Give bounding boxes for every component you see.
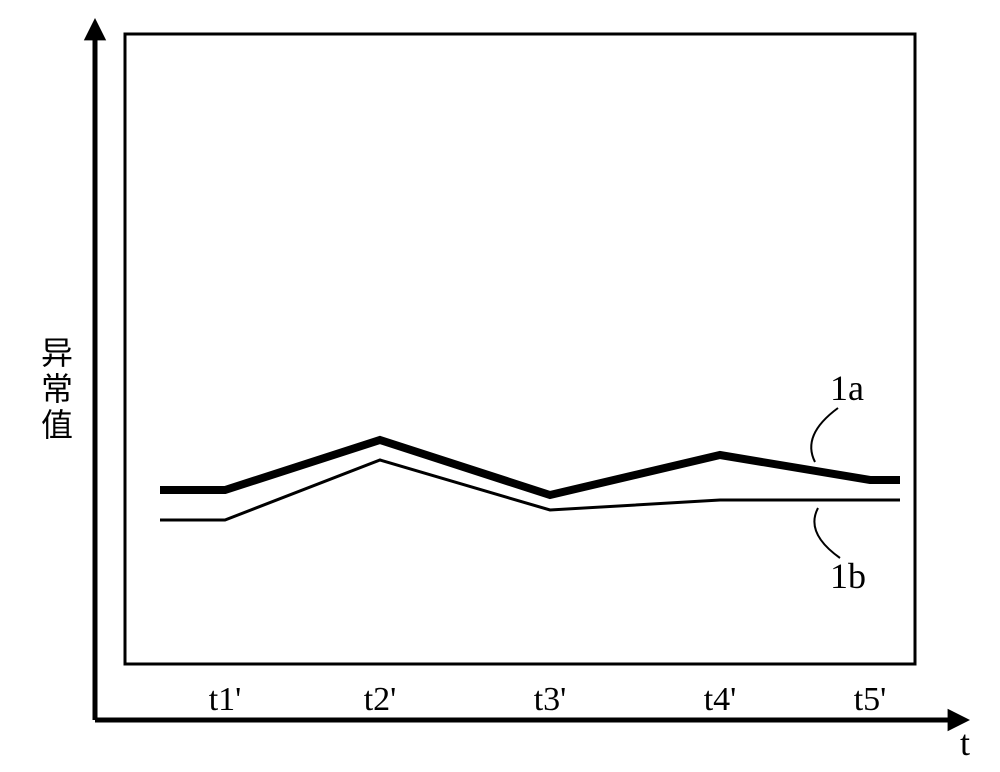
chart-svg: 异常值 t t1' t2' t3' t4' t5' 1a 1b [0, 0, 1000, 772]
x-tick-label: t3' [534, 681, 567, 718]
x-tick-label: t4' [704, 681, 737, 718]
x-tick-label: t2' [364, 681, 397, 718]
x-tick-label: t1' [209, 681, 242, 718]
y-axis-label: 异常值 [37, 336, 73, 444]
x-tick-label: t5' [854, 681, 887, 718]
chart-container: 异常值 t t1' t2' t3' t4' t5' 1a 1b [0, 0, 1000, 772]
x-axis-label: t [960, 723, 970, 763]
series-label-1a: 1a [830, 368, 864, 408]
series-label-1b: 1b [830, 556, 866, 596]
